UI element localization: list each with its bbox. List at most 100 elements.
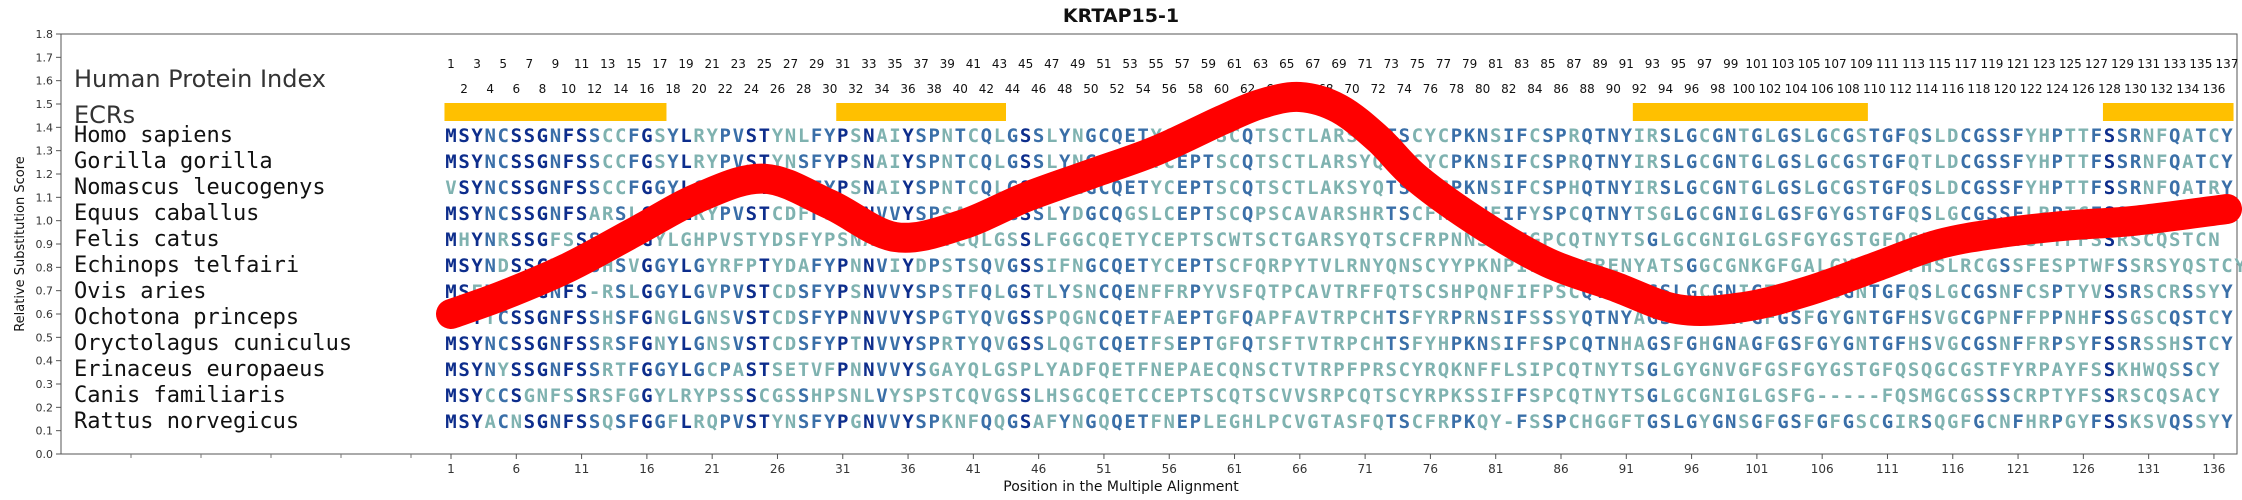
- index-number: 30: [822, 82, 837, 96]
- index-number: 26: [770, 82, 785, 96]
- species-label: Erinaceus europaeus: [74, 357, 326, 382]
- x-tick-label: 86: [1553, 462, 1568, 476]
- species-label: Echinops telfairi: [74, 253, 299, 278]
- index-number: 46: [1031, 82, 1046, 96]
- sequence-row: MSYNCSSGNFSSCCFGSYLRYPVSTYNLFYPSNAIYSPNT…: [445, 125, 2233, 147]
- index-number: 63: [1253, 57, 1268, 71]
- y-tick-label: 0.8: [36, 261, 54, 274]
- x-tick-label: 71: [1357, 462, 1372, 476]
- index-number: 107: [1824, 57, 1847, 71]
- index-number: 31: [835, 57, 850, 71]
- x-tick-label: 111: [1876, 462, 1899, 476]
- ecr-bar: [1632, 103, 1868, 121]
- x-tick-label: 91: [1619, 462, 1634, 476]
- index-number: 45: [1018, 57, 1033, 71]
- index-number: 70: [1344, 82, 1359, 96]
- y-axis: 0.0 0.1 0.2 0.3 0.4 0.5 0.6 0.7 0.8 0.9 1.0 1.1 1.2 1…: [36, 28, 61, 461]
- sequence-row: MSYTCSSGNFSSHSFGNGLGNSVSTCDSFYPNNVVYSPGT…: [445, 307, 2233, 329]
- index-number: 111: [1876, 57, 1899, 71]
- index-number: 75: [1410, 57, 1425, 71]
- sequence-rows: MSYNCSSGNFSSCCFGSYLRYPVSTYNLFYPSNAIYSPNT…: [445, 125, 2242, 433]
- index-number: 29: [809, 57, 824, 71]
- index-number: 19: [678, 57, 693, 71]
- index-number: 42: [979, 82, 994, 96]
- index-number: 129: [2111, 57, 2134, 71]
- index-number: 37: [913, 57, 928, 71]
- index-number: 105: [1798, 57, 1821, 71]
- y-axis-label: Relative Substitution Score: [13, 156, 28, 332]
- index-number: 106: [1811, 82, 1834, 96]
- index-number: 79: [1462, 57, 1477, 71]
- species-label: Nomascus leucogenys: [74, 175, 326, 200]
- x-tick-label: 11: [574, 462, 589, 476]
- y-tick-label: 0.5: [36, 331, 54, 344]
- index-number: 87: [1566, 57, 1581, 71]
- x-tick-label: 21: [705, 462, 720, 476]
- index-number: 101: [1745, 57, 1768, 71]
- index-number: 116: [1941, 82, 1964, 96]
- index-number: 36: [900, 82, 915, 96]
- index-number: 94: [1658, 82, 1673, 96]
- sequence-row: MSYNDSSGTFSSHSVGGYLGYRFPTYDAFYPNNVIYDPST…: [445, 255, 2242, 277]
- index-number: 61: [1227, 57, 1242, 71]
- index-number: 76: [1423, 82, 1438, 96]
- index-number: 35: [887, 57, 902, 71]
- x-tick-label: 6: [512, 462, 520, 476]
- index-number: 128: [2098, 82, 2121, 96]
- index-number: 4: [486, 82, 494, 96]
- index-number: 133: [2163, 57, 2186, 71]
- index-number: 99: [1723, 57, 1738, 71]
- y-tick-label: 0.4: [36, 355, 54, 368]
- human-index-row-odd: 1 3 5 7 9 11 13 15 17 19 21 23 25 27 29 31 33 35 37 39 41 43 4…: [447, 57, 2238, 71]
- x-tick-label: 46: [1031, 462, 1046, 476]
- x-tick-label: 16: [639, 462, 654, 476]
- index-number: 86: [1553, 82, 1568, 96]
- index-number: 71: [1357, 57, 1372, 71]
- y-tick-label: 1.5: [36, 98, 54, 111]
- index-number: 12: [587, 82, 602, 96]
- index-number: 124: [2046, 82, 2069, 96]
- species-label: Homo sapiens: [74, 123, 233, 148]
- index-number: 16: [639, 82, 654, 96]
- index-number: 130: [2124, 82, 2147, 96]
- ecr-bars: [444, 103, 2234, 121]
- index-number: 114: [1915, 82, 1938, 96]
- x-tick-label: 96: [1684, 462, 1699, 476]
- x-tick-label: 121: [2007, 462, 2030, 476]
- y-tick-label: 1.3: [36, 145, 54, 158]
- index-number: 104: [1785, 82, 1808, 96]
- index-number: 127: [2085, 57, 2108, 71]
- index-number: 109: [1850, 57, 1873, 71]
- index-number: 22: [718, 82, 733, 96]
- index-number: 97: [1697, 57, 1712, 71]
- index-number: 57: [1175, 57, 1190, 71]
- index-number: 23: [731, 57, 746, 71]
- species-label: Canis familiaris: [74, 383, 286, 408]
- index-number: 14: [613, 82, 628, 96]
- y-tick-label: 1.1: [36, 191, 54, 204]
- x-tick-label: 26: [770, 462, 785, 476]
- index-number: 134: [2176, 82, 2199, 96]
- index-number: 93: [1645, 57, 1660, 71]
- x-tick-label: 1: [447, 462, 455, 476]
- index-number: 55: [1149, 57, 1164, 71]
- y-tick-label: 1.6: [36, 75, 54, 88]
- y-tick-label: 0.7: [36, 285, 54, 298]
- index-number: 137: [2216, 57, 2239, 71]
- y-tick-label: 1.7: [36, 51, 54, 64]
- index-number: 74: [1397, 82, 1412, 96]
- index-number: 112: [1889, 82, 1912, 96]
- x-axis-label: Position in the Multiple Alignment: [1003, 479, 1239, 495]
- index-number: 20: [691, 82, 706, 96]
- index-number: 51: [1096, 57, 1111, 71]
- index-number: 60: [1214, 82, 1229, 96]
- index-number: 58: [1188, 82, 1203, 96]
- ecr-bar: [836, 103, 1006, 121]
- index-number: 44: [1005, 82, 1020, 96]
- x-tick-label: 51: [1096, 462, 1111, 476]
- index-number: 88: [1579, 82, 1594, 96]
- x-tick-label: 41: [966, 462, 981, 476]
- x-tick-label: 106: [1811, 462, 1834, 476]
- index-number: 136: [2202, 82, 2225, 96]
- index-number: 15: [626, 57, 641, 71]
